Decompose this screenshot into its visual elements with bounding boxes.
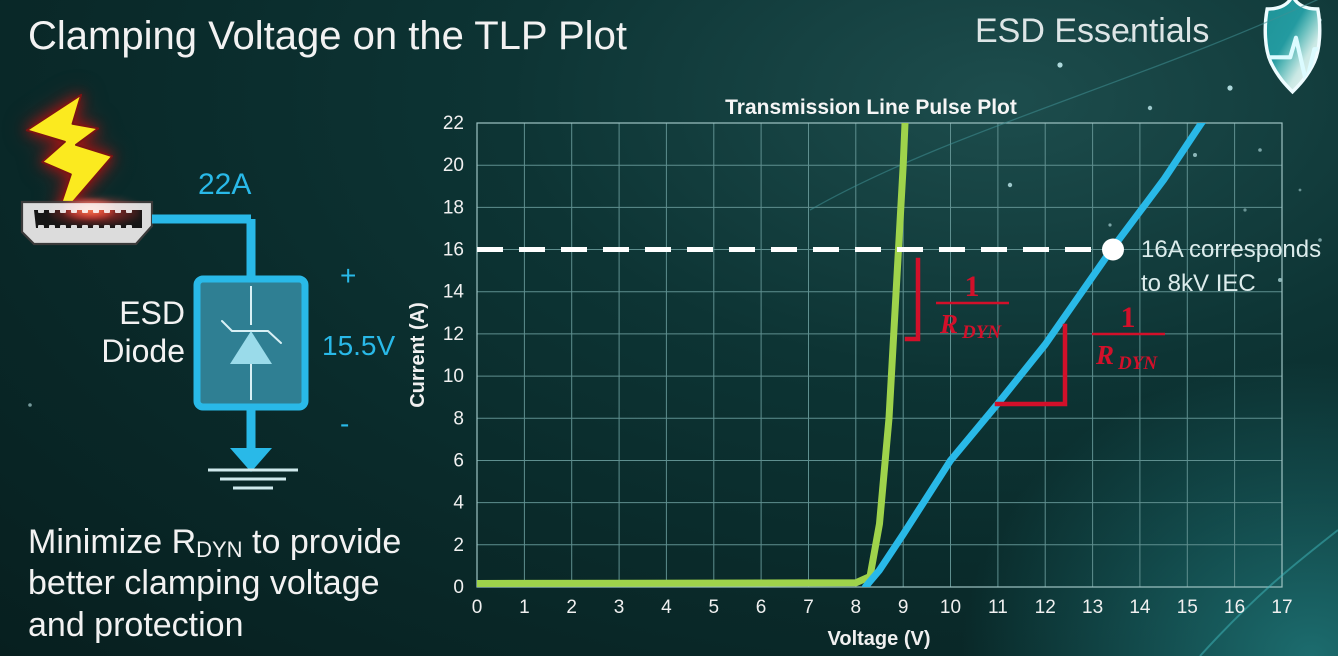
svg-text:Transmission Line Pulse Plo: Transmission Line Pulse Plot — [725, 96, 1017, 119]
svg-text:12: 12 — [1035, 597, 1056, 618]
svg-text:10: 10 — [443, 366, 464, 387]
svg-text:6: 6 — [756, 597, 767, 618]
svg-text:R: R — [939, 309, 958, 339]
svg-text:DYN: DYN — [961, 322, 1002, 343]
svg-text:7: 7 — [803, 597, 814, 618]
svg-text:0: 0 — [472, 597, 483, 618]
svg-text:14: 14 — [1129, 597, 1151, 618]
svg-text:3: 3 — [614, 597, 625, 618]
svg-text:16: 16 — [1224, 597, 1245, 618]
svg-text:16: 16 — [443, 240, 464, 261]
svg-text:14: 14 — [443, 282, 465, 303]
svg-text:4: 4 — [661, 597, 672, 618]
svg-text:R: R — [1095, 340, 1114, 370]
svg-text:8: 8 — [851, 597, 862, 618]
svg-text:0: 0 — [453, 577, 464, 598]
svg-text:20: 20 — [443, 155, 464, 176]
svg-text:11: 11 — [988, 597, 1008, 618]
svg-text:15: 15 — [1177, 597, 1198, 618]
svg-text:16A corresponds: 16A corresponds — [1141, 236, 1321, 263]
svg-text:22: 22 — [443, 113, 464, 134]
svg-text:4: 4 — [453, 493, 464, 514]
svg-text:9: 9 — [898, 597, 909, 618]
svg-text:to 8kV IEC: to 8kV IEC — [1141, 270, 1256, 297]
svg-text:10: 10 — [940, 597, 961, 618]
svg-text:2: 2 — [566, 597, 577, 618]
svg-text:6: 6 — [453, 451, 464, 472]
svg-text:17: 17 — [1271, 597, 1292, 618]
svg-text:5: 5 — [709, 597, 720, 618]
svg-text:1: 1 — [1121, 301, 1136, 334]
svg-text:Voltage (V): Voltage (V) — [828, 628, 931, 650]
svg-text:8: 8 — [453, 408, 464, 429]
svg-text:18: 18 — [443, 197, 464, 218]
svg-text:13: 13 — [1082, 597, 1103, 618]
svg-text:DYN: DYN — [1117, 353, 1158, 374]
svg-text:Current (A): Current (A) — [407, 302, 429, 408]
svg-text:2: 2 — [453, 535, 464, 556]
svg-text:1: 1 — [965, 270, 980, 303]
svg-text:12: 12 — [443, 324, 464, 345]
svg-text:1: 1 — [519, 597, 530, 618]
